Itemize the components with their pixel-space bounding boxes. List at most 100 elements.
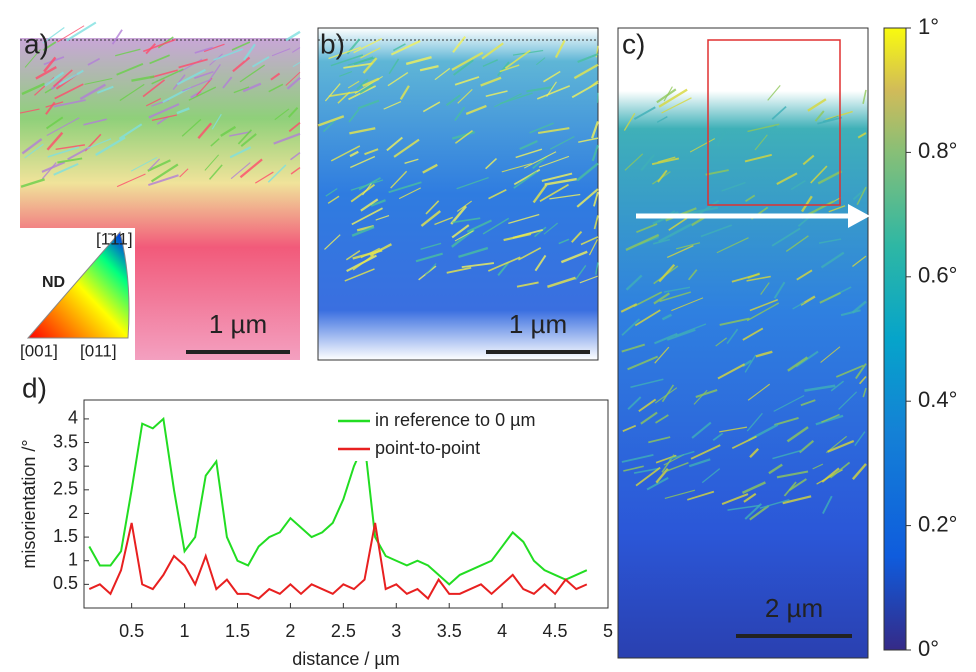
x-tick-label: 0.5 [119, 621, 144, 641]
texture [229, 146, 252, 159]
texture [388, 58, 400, 75]
texture [554, 39, 566, 58]
texture [360, 47, 381, 59]
ipf-title: ND [42, 274, 65, 291]
texture [274, 108, 290, 121]
region-box [707, 39, 841, 206]
texture [393, 138, 420, 158]
texture [111, 29, 123, 45]
texture [21, 138, 43, 155]
texture [651, 157, 680, 166]
texture [835, 364, 865, 378]
texture [786, 426, 809, 443]
y-tick-label: 3 [68, 455, 78, 475]
texture [55, 144, 86, 150]
texture [749, 298, 779, 312]
texture [800, 399, 816, 407]
texture [44, 71, 65, 87]
x-tick-label: 1.5 [225, 621, 250, 641]
texture [485, 90, 508, 98]
texture [172, 74, 186, 91]
texture [289, 151, 301, 161]
texture [591, 121, 600, 139]
texture [451, 51, 484, 71]
texture [362, 57, 378, 74]
texture [688, 458, 711, 468]
texture [840, 309, 861, 317]
texture [814, 110, 825, 122]
texture [508, 213, 540, 225]
texture [519, 140, 538, 150]
texture [148, 103, 180, 119]
texture [243, 43, 256, 61]
texture [658, 88, 688, 108]
texture [273, 132, 301, 145]
texture [820, 251, 845, 269]
texture [747, 383, 771, 401]
texture [150, 163, 179, 183]
texture [434, 67, 451, 81]
texture [664, 489, 696, 499]
texture [621, 343, 646, 353]
texture [270, 72, 281, 81]
ipf-triangle [26, 230, 130, 339]
x-tick-label: 2.5 [331, 621, 356, 641]
texture [327, 195, 340, 204]
texture [749, 125, 778, 141]
texture [743, 492, 757, 503]
texture [792, 301, 805, 310]
texture [501, 162, 532, 173]
texture [654, 387, 678, 404]
texture [420, 210, 442, 227]
texture [268, 83, 284, 93]
ipf-corner: [001] [20, 341, 58, 360]
texture [812, 463, 824, 470]
texture [45, 101, 56, 115]
texture [420, 242, 442, 250]
texture [773, 281, 786, 299]
x-tick-label: 2 [285, 621, 295, 641]
texture [862, 387, 867, 398]
texture [47, 146, 80, 158]
x-axis-label: distance / µm [292, 649, 399, 669]
texture [487, 256, 521, 272]
texture [176, 68, 206, 86]
texture [712, 432, 724, 442]
texture [415, 252, 443, 263]
texture [145, 98, 162, 107]
scale-label: 2 µm [765, 593, 823, 623]
texture [705, 169, 729, 176]
texture [58, 69, 84, 86]
x-tick-label: 4.5 [543, 621, 568, 641]
texture [116, 173, 146, 188]
micrographs [19, 21, 907, 659]
texture [538, 155, 570, 168]
texture [41, 162, 57, 180]
texture [148, 158, 161, 171]
texture [746, 275, 771, 282]
texture [671, 297, 704, 312]
texture [772, 449, 803, 460]
texture [210, 138, 220, 147]
texture [24, 49, 41, 68]
colorbar-label: 0.8° [918, 138, 957, 163]
texture [661, 313, 673, 321]
texture [633, 291, 663, 308]
texture [351, 225, 375, 237]
texture [627, 396, 642, 410]
texture [364, 148, 379, 156]
texture [701, 468, 721, 484]
texture [142, 79, 166, 98]
texture [497, 261, 510, 276]
texture [52, 69, 73, 88]
texture [595, 262, 599, 275]
texture [547, 276, 576, 289]
texture [668, 217, 688, 231]
texture [360, 198, 379, 212]
texture [458, 246, 489, 259]
texture [182, 78, 213, 92]
texture [353, 38, 383, 54]
texture [240, 133, 257, 147]
texture [130, 156, 158, 172]
